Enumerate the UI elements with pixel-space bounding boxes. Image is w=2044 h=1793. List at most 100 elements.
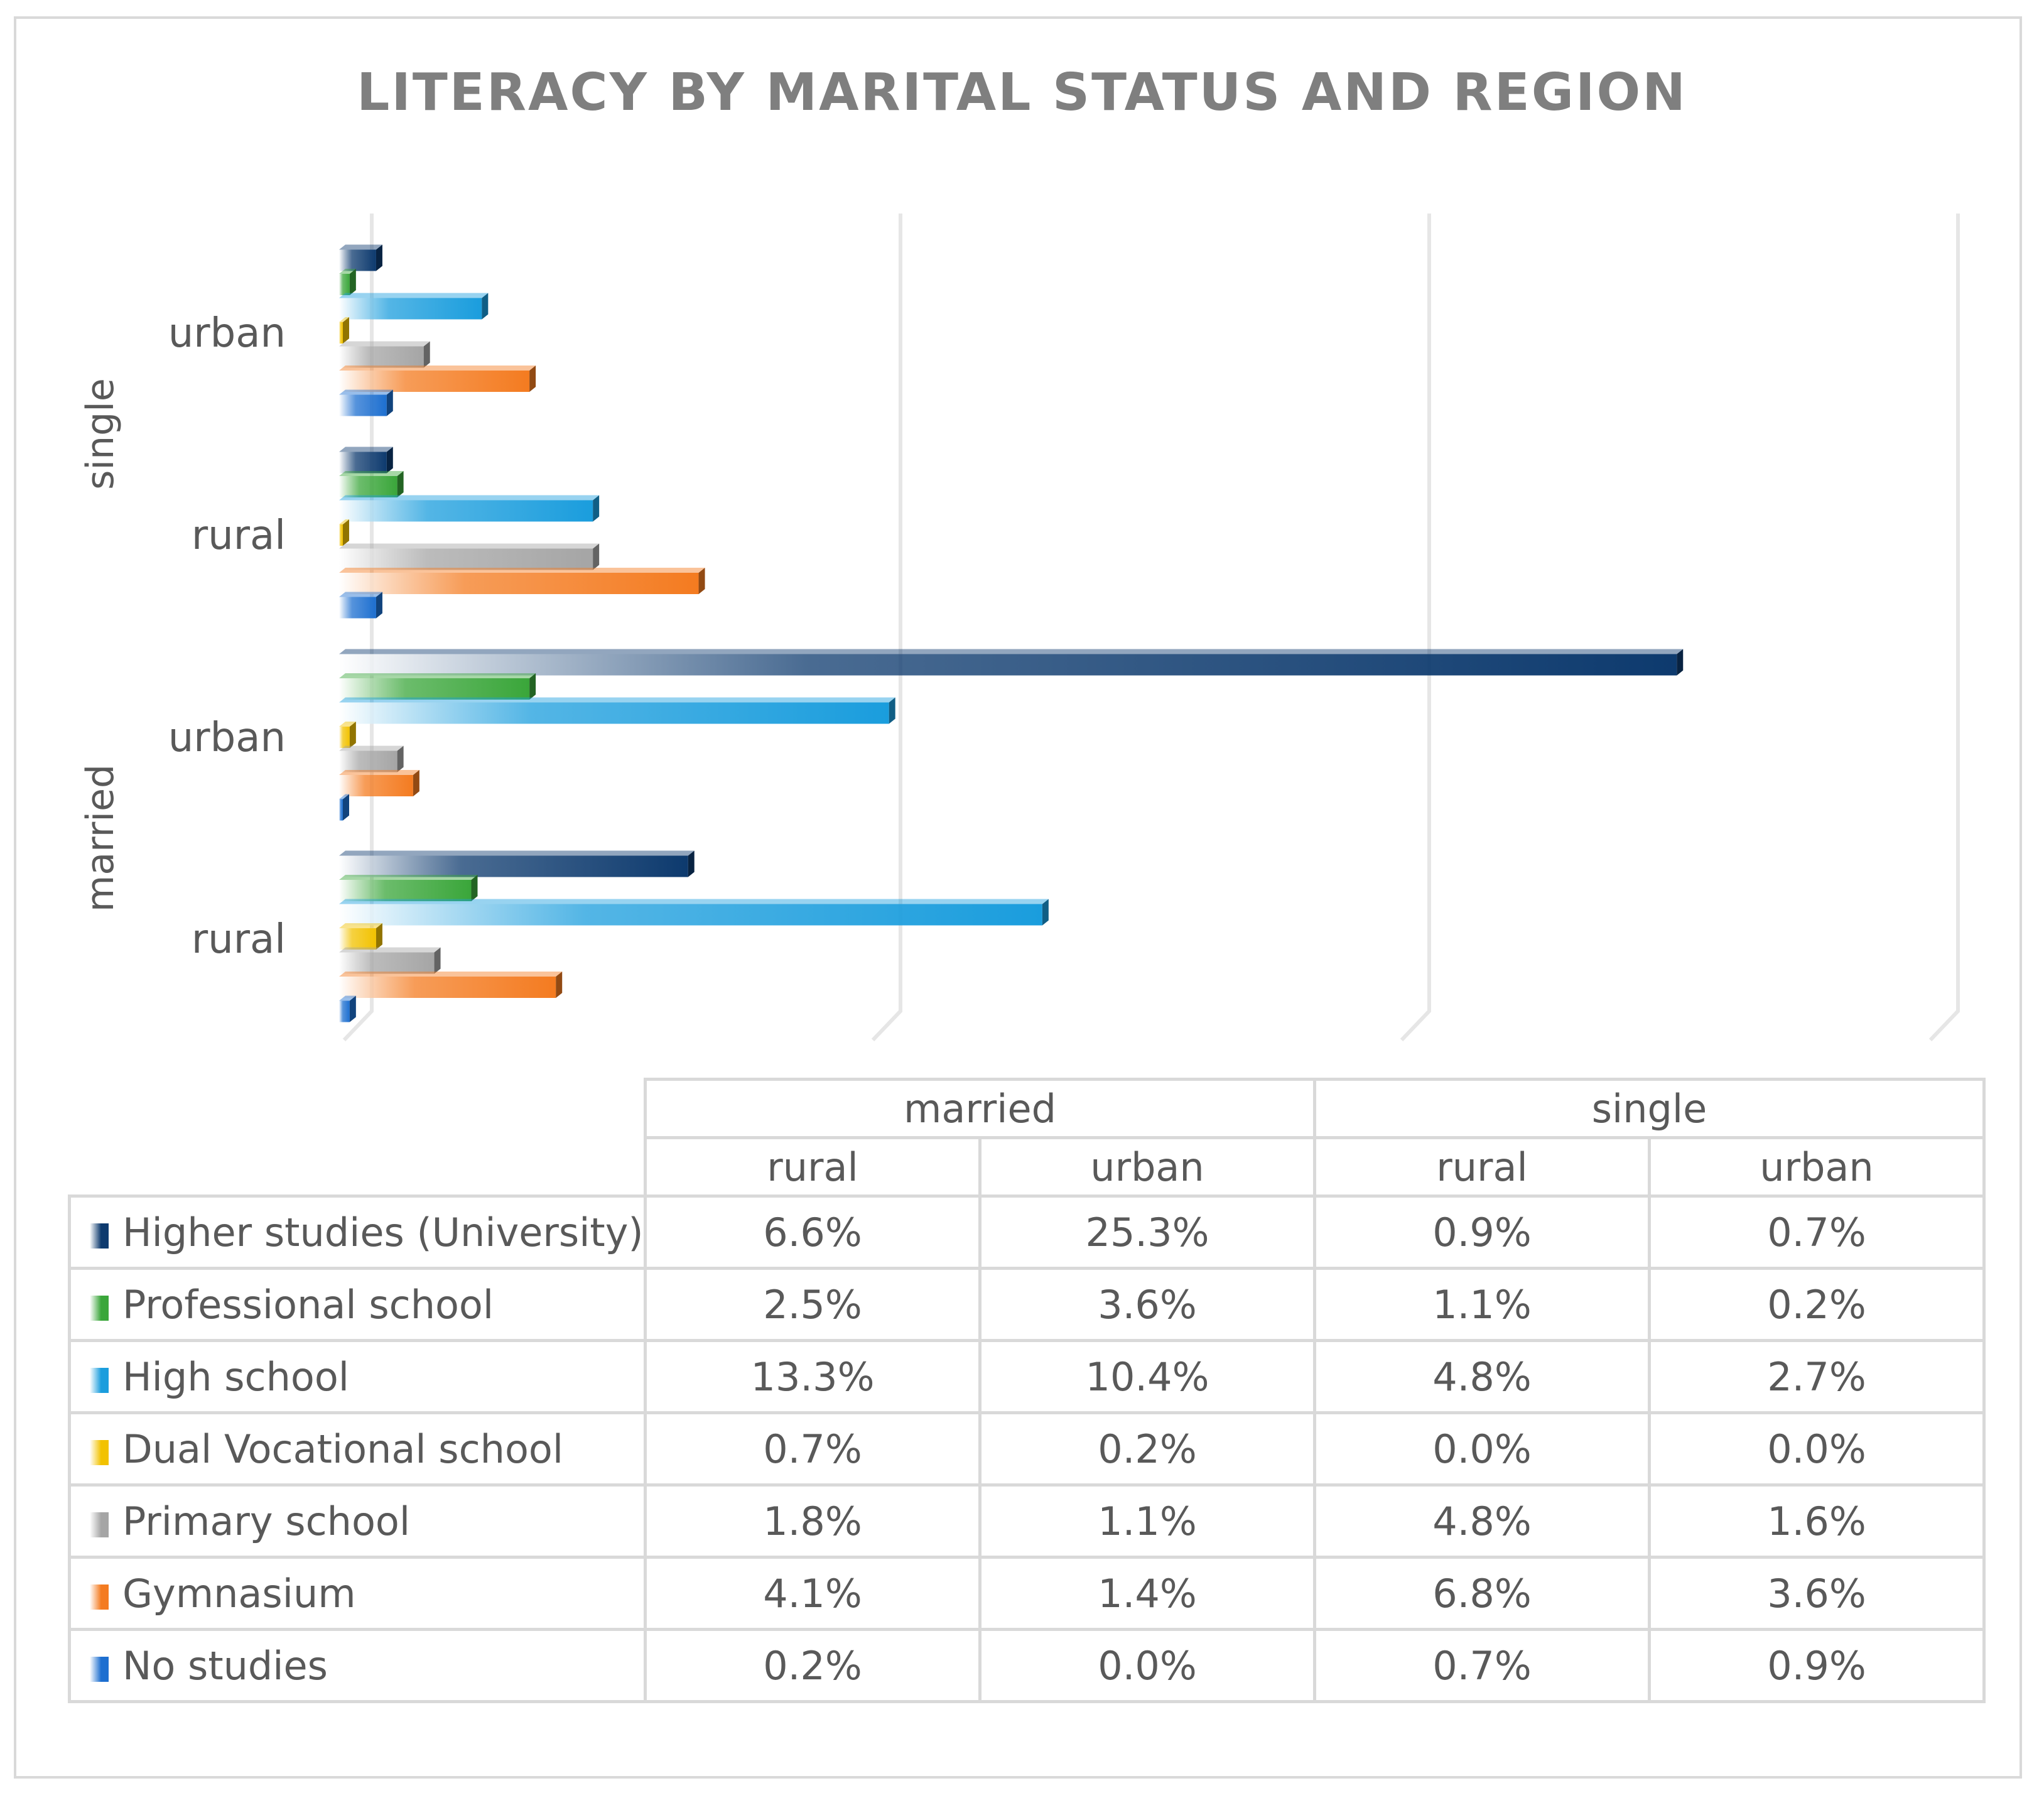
legend-label: Professional school [122, 1281, 494, 1328]
data-label: 1.6% [1648, 1483, 1986, 1559]
bar [339, 543, 600, 570]
data-label: 0.7% [644, 1411, 981, 1487]
data-label: 13.3% [644, 1339, 981, 1414]
legend-key-icon [90, 1656, 109, 1682]
data-label: 0.0% [1313, 1411, 1651, 1487]
table-group-header-married: married [644, 1078, 1316, 1139]
legend-entry: High school [68, 1339, 647, 1414]
data-label: 2.5% [644, 1267, 981, 1342]
data-label: 0.9% [1313, 1194, 1651, 1270]
legend-entry: Higher studies (University) [68, 1194, 647, 1270]
bar [339, 366, 536, 392]
legend-key-icon [90, 1439, 109, 1465]
bar [339, 519, 349, 546]
bar [339, 568, 705, 594]
gridline [871, 214, 902, 1042]
table-group-header-single: single [1313, 1078, 1986, 1139]
bar [339, 341, 430, 368]
category-label: urban [168, 310, 286, 357]
table-col-header: rural [644, 1136, 981, 1198]
bar [339, 794, 349, 821]
bar [339, 293, 489, 320]
legend-entry: No studies [68, 1628, 647, 1703]
legend-entry: Gymnasium [68, 1556, 647, 1631]
data-label: 10.4% [978, 1339, 1316, 1414]
bar [339, 471, 404, 497]
bar [339, 697, 895, 724]
group-label: married [78, 764, 122, 912]
data-label: 4.8% [1313, 1483, 1651, 1559]
bar [339, 995, 356, 1022]
bar [339, 447, 393, 474]
data-label: 0.2% [978, 1411, 1316, 1487]
legend-key-icon [90, 1584, 109, 1610]
table-corner [70, 1138, 646, 1196]
legend-label: Higher studies (University) [122, 1209, 644, 1255]
bar [339, 770, 419, 796]
data-label: 25.3% [978, 1194, 1316, 1270]
data-label: 0.7% [1313, 1628, 1651, 1703]
legend-entry: Professional school [68, 1267, 647, 1342]
bar [339, 972, 563, 998]
bar [339, 592, 382, 619]
bar [339, 745, 404, 772]
data-label: 0.0% [978, 1628, 1316, 1703]
data-label: 0.7% [1648, 1194, 1986, 1270]
table-row: Gymnasium 4.1% 1.4% 6.8% 3.6% [68, 1556, 1986, 1631]
bar [339, 673, 536, 700]
bar [339, 722, 356, 748]
chart-title: LITERACY BY MARITAL STATUS AND REGION [357, 63, 1687, 122]
table-col-header: rural [1313, 1136, 1651, 1198]
data-label: 0.9% [1648, 1628, 1986, 1703]
legend-label: High school [122, 1353, 349, 1400]
data-label: 6.8% [1313, 1556, 1651, 1631]
category-label: rural [192, 512, 286, 559]
bar [339, 947, 441, 974]
data-label: 1.1% [978, 1483, 1316, 1559]
data-label: 1.1% [1313, 1267, 1651, 1342]
bar [339, 850, 695, 877]
table-row: High school 13.3% 10.4% 4.8% 2.7% [68, 1339, 1986, 1414]
bar [339, 495, 600, 522]
data-label: 6.6% [644, 1194, 981, 1270]
group-label: single [78, 378, 122, 490]
table-row: Higher studies (University) 6.6% 25.3% 0.9%… [68, 1194, 1986, 1270]
table-col-header: urban [978, 1136, 1316, 1198]
data-label: 1.4% [978, 1556, 1316, 1631]
data-label: 0.2% [1648, 1267, 1986, 1342]
bar [339, 899, 1049, 926]
legend-key-icon [90, 1295, 109, 1321]
category-label: rural [192, 916, 286, 963]
table-row: Primary school 1.8% 1.1% 4.8% 1.6% [68, 1483, 1986, 1559]
legend-key-icon [90, 1367, 109, 1393]
gridlines [342, 214, 1960, 1042]
bar [339, 244, 382, 271]
bar [339, 875, 478, 901]
legend-key-icon [90, 1223, 109, 1249]
legend-entry: Primary school [68, 1483, 647, 1559]
category-label: urban [168, 715, 286, 761]
data-label: 1.8% [644, 1483, 981, 1559]
bars [339, 244, 1684, 1022]
bar [339, 317, 349, 344]
table-corner [70, 1080, 646, 1138]
data-label: 0.0% [1648, 1411, 1986, 1487]
gridline [1400, 214, 1431, 1042]
table-row: Professional school 2.5% 3.6% 1.1% 0.2% [68, 1267, 1986, 1342]
table-row: No studies 0.2% 0.0% 0.7% 0.9% [68, 1628, 1986, 1703]
legend-entry: Dual Vocational school [68, 1411, 647, 1487]
legend-label: Primary school [122, 1498, 411, 1544]
data-label: 4.1% [644, 1556, 981, 1631]
legend-key-icon [90, 1512, 109, 1537]
data-label: 4.8% [1313, 1339, 1651, 1414]
data-label: 3.6% [1648, 1556, 1986, 1631]
data-table: married single rural urban rural urban H… [68, 1078, 1986, 1703]
bar [339, 269, 356, 295]
table-row: Dual Vocational school 0.7% 0.2% 0.0% 0.0% [68, 1411, 1986, 1487]
bar-chart-plot: rural urban rural urban married single [78, 214, 1960, 1042]
data-label: 0.2% [644, 1628, 981, 1703]
gridline [1928, 214, 1960, 1042]
data-label: 2.7% [1648, 1339, 1986, 1414]
legend-label: Dual Vocational school [122, 1426, 564, 1472]
data-label: 3.6% [978, 1267, 1316, 1342]
